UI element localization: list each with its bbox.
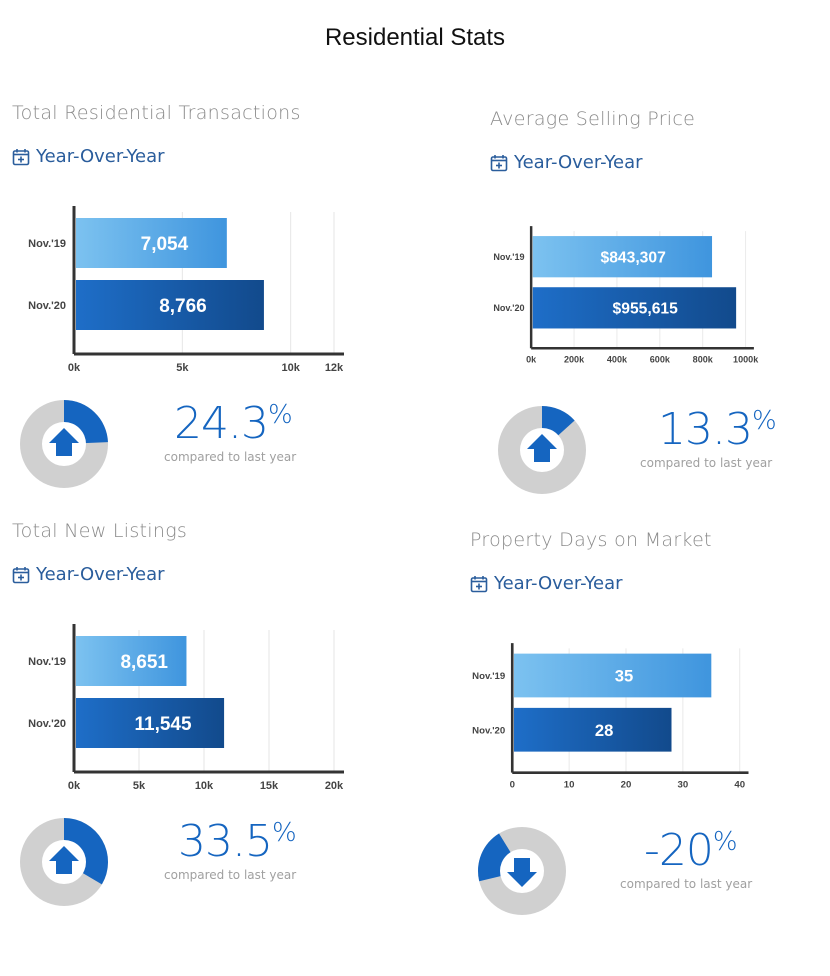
- period-selector[interactable]: Year-Over-Year: [12, 146, 165, 167]
- bar-chart-new-listings: 0k 5k 10k 15k 20k 8,651 Nov.'19 11,545 Nov.'20: [28, 624, 344, 792]
- panel-title: Property Days on Market: [470, 529, 712, 551]
- panel-property-days-on-market: Property Days on Market Year-Over-Year 0…: [470, 529, 830, 949]
- change-donut: [20, 818, 108, 906]
- x-tick-label: 5k: [176, 362, 189, 374]
- bar: [76, 280, 264, 330]
- x-tick-label: 0k: [526, 354, 537, 364]
- change-donut: [20, 400, 108, 488]
- calendar-plus-icon: [12, 148, 30, 166]
- category-label: Nov.'20: [493, 303, 524, 313]
- bar-chart-transactions: 0k 5k 10k 12k 7,054 Nov.'19 8,766 Nov.'20: [28, 206, 344, 374]
- period-label: Year-Over-Year: [36, 146, 165, 167]
- panel-average-selling-price: Average Selling Price Year-Over-Year 0k 2…: [490, 108, 830, 528]
- category-label: Nov.'20: [472, 725, 505, 736]
- change-value: 33.5: [178, 816, 273, 867]
- change-percent: 13.3%: [658, 404, 777, 455]
- change-percent: -20%: [644, 825, 738, 876]
- x-tick-label: 1000k: [733, 354, 759, 364]
- bar-value-label: $843,307: [600, 249, 666, 266]
- x-tick-label: 20k: [325, 780, 344, 792]
- arrow-up-icon: [49, 846, 79, 874]
- change-value: -20: [644, 825, 714, 876]
- period-label: Year-Over-Year: [36, 564, 165, 585]
- percent-sign: %: [751, 406, 777, 436]
- x-tick-label: 200k: [564, 354, 585, 364]
- x-tick-label: 0k: [68, 780, 81, 792]
- bar-value-label: 8,651: [120, 652, 168, 673]
- x-tick-label: 30: [678, 780, 689, 791]
- bar: [514, 653, 712, 698]
- bar: [76, 218, 227, 268]
- period-label: Year-Over-Year: [514, 152, 643, 173]
- calendar-plus-icon: [470, 575, 488, 593]
- percent-sign: %: [712, 827, 738, 857]
- panel-title: Average Selling Price: [490, 108, 696, 130]
- bar-chart-days-on-market: 0 10 20 30 40 35 Nov.'19 28 Nov.'20: [472, 643, 749, 791]
- x-tick-label: 10: [564, 780, 575, 791]
- period-selector[interactable]: Year-Over-Year: [12, 564, 165, 585]
- change-value: 24.3: [174, 398, 269, 449]
- bar: [76, 698, 225, 748]
- bar-value-label: 35: [615, 667, 633, 686]
- arrow-down-icon: [507, 858, 537, 887]
- compare-text: compared to last year: [164, 450, 297, 464]
- x-tick-label: 12k: [325, 362, 344, 374]
- change-percent: 24.3%: [174, 398, 293, 449]
- x-tick-label: 5k: [133, 780, 146, 792]
- bar: [532, 236, 713, 278]
- bar-value-label: 7,054: [141, 234, 189, 255]
- x-tick-label: 10k: [281, 362, 300, 374]
- arrow-up-icon: [527, 434, 557, 462]
- x-tick-label: 40: [734, 780, 745, 791]
- panel-total-new-listings: Total New Listings Year-Over-Year 0k 5k 10…: [12, 520, 412, 940]
- panel-total-residential-transactions: Total Residential Transactions Year-Over…: [12, 102, 412, 522]
- page-title: Residential Stats: [324, 24, 506, 51]
- category-label: Nov.'19: [493, 252, 524, 262]
- x-tick-label: 400k: [607, 354, 628, 364]
- x-tick-label: 20: [621, 780, 632, 791]
- bar-value-label: 8,766: [159, 296, 207, 317]
- change-donut: [478, 827, 566, 915]
- bar-chart-selling-price: 0k 200k 400k 600k 800k 1000k $843,307 Nov.'19 $9…: [493, 226, 759, 364]
- x-tick-label: 0: [510, 780, 515, 791]
- bar-value-label: $955,615: [613, 301, 679, 318]
- x-tick-label: 600k: [650, 354, 671, 364]
- category-label: Nov.'19: [28, 656, 66, 668]
- bar: [514, 707, 672, 752]
- change-donut: [498, 406, 586, 494]
- panel-title: Total Residential Transactions: [12, 102, 301, 124]
- compare-text: compared to last year: [640, 456, 773, 470]
- period-selector[interactable]: Year-Over-Year: [490, 152, 643, 173]
- panel-title: Total New Listings: [12, 520, 188, 542]
- category-label: Nov.'20: [28, 718, 66, 730]
- bar: [532, 287, 737, 329]
- x-tick-label: 0k: [68, 362, 81, 374]
- arrow-up-icon: [49, 428, 79, 456]
- change-value: 13.3: [658, 404, 753, 455]
- period-selector[interactable]: Year-Over-Year: [470, 573, 623, 594]
- category-label: Nov.'19: [472, 671, 505, 682]
- compare-text: compared to last year: [164, 868, 297, 882]
- x-tick-label: 800k: [693, 354, 714, 364]
- compare-text: compared to last year: [620, 877, 753, 891]
- bar: [76, 636, 187, 686]
- bar-value-label: 28: [595, 721, 613, 740]
- percent-sign: %: [267, 400, 293, 430]
- x-tick-label: 10k: [195, 780, 214, 792]
- change-percent: 33.5%: [178, 816, 297, 867]
- category-label: Nov.'19: [28, 238, 66, 250]
- calendar-plus-icon: [12, 566, 30, 584]
- period-label: Year-Over-Year: [494, 573, 623, 594]
- x-tick-label: 15k: [260, 780, 279, 792]
- category-label: Nov.'20: [28, 300, 66, 312]
- percent-sign: %: [271, 818, 297, 848]
- calendar-plus-icon: [490, 154, 508, 172]
- bar-value-label: 11,545: [135, 714, 192, 735]
